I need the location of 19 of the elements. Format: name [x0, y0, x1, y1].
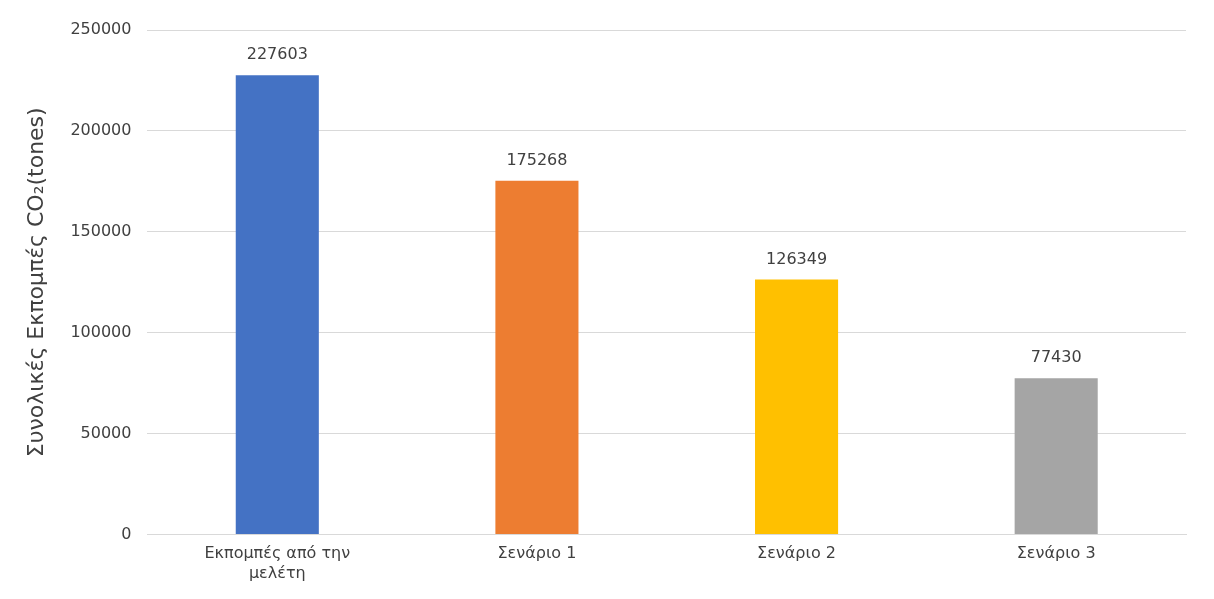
x-tick-label: Σενάριο 1	[497, 543, 577, 563]
bar	[495, 180, 579, 535]
y-tick-label: 200000	[70, 120, 132, 140]
data-label: 227603	[246, 44, 308, 64]
y-tick-label: 250000	[70, 19, 132, 39]
bar	[755, 279, 839, 535]
y-tick-label: 0	[121, 523, 132, 543]
bar	[1014, 378, 1098, 535]
data-label: 126349	[766, 248, 828, 268]
y-tick-label: 150000	[70, 221, 132, 240]
x-tick-label: Σενάριο 3	[1016, 543, 1096, 563]
y-axis-title: Συνολικές Εκπομπές CO₂(tones)	[22, 107, 48, 458]
data-label: 175268	[506, 150, 568, 169]
x-tick-label: Σενάριο 2	[757, 543, 836, 563]
y-tick-label: 100000	[70, 321, 132, 341]
bar	[235, 75, 319, 535]
x-tick-label: Εκπομπές από την μελέτη	[204, 543, 351, 582]
y-tick-label: 50000	[80, 422, 132, 442]
data-label: 77430	[1030, 347, 1082, 367]
